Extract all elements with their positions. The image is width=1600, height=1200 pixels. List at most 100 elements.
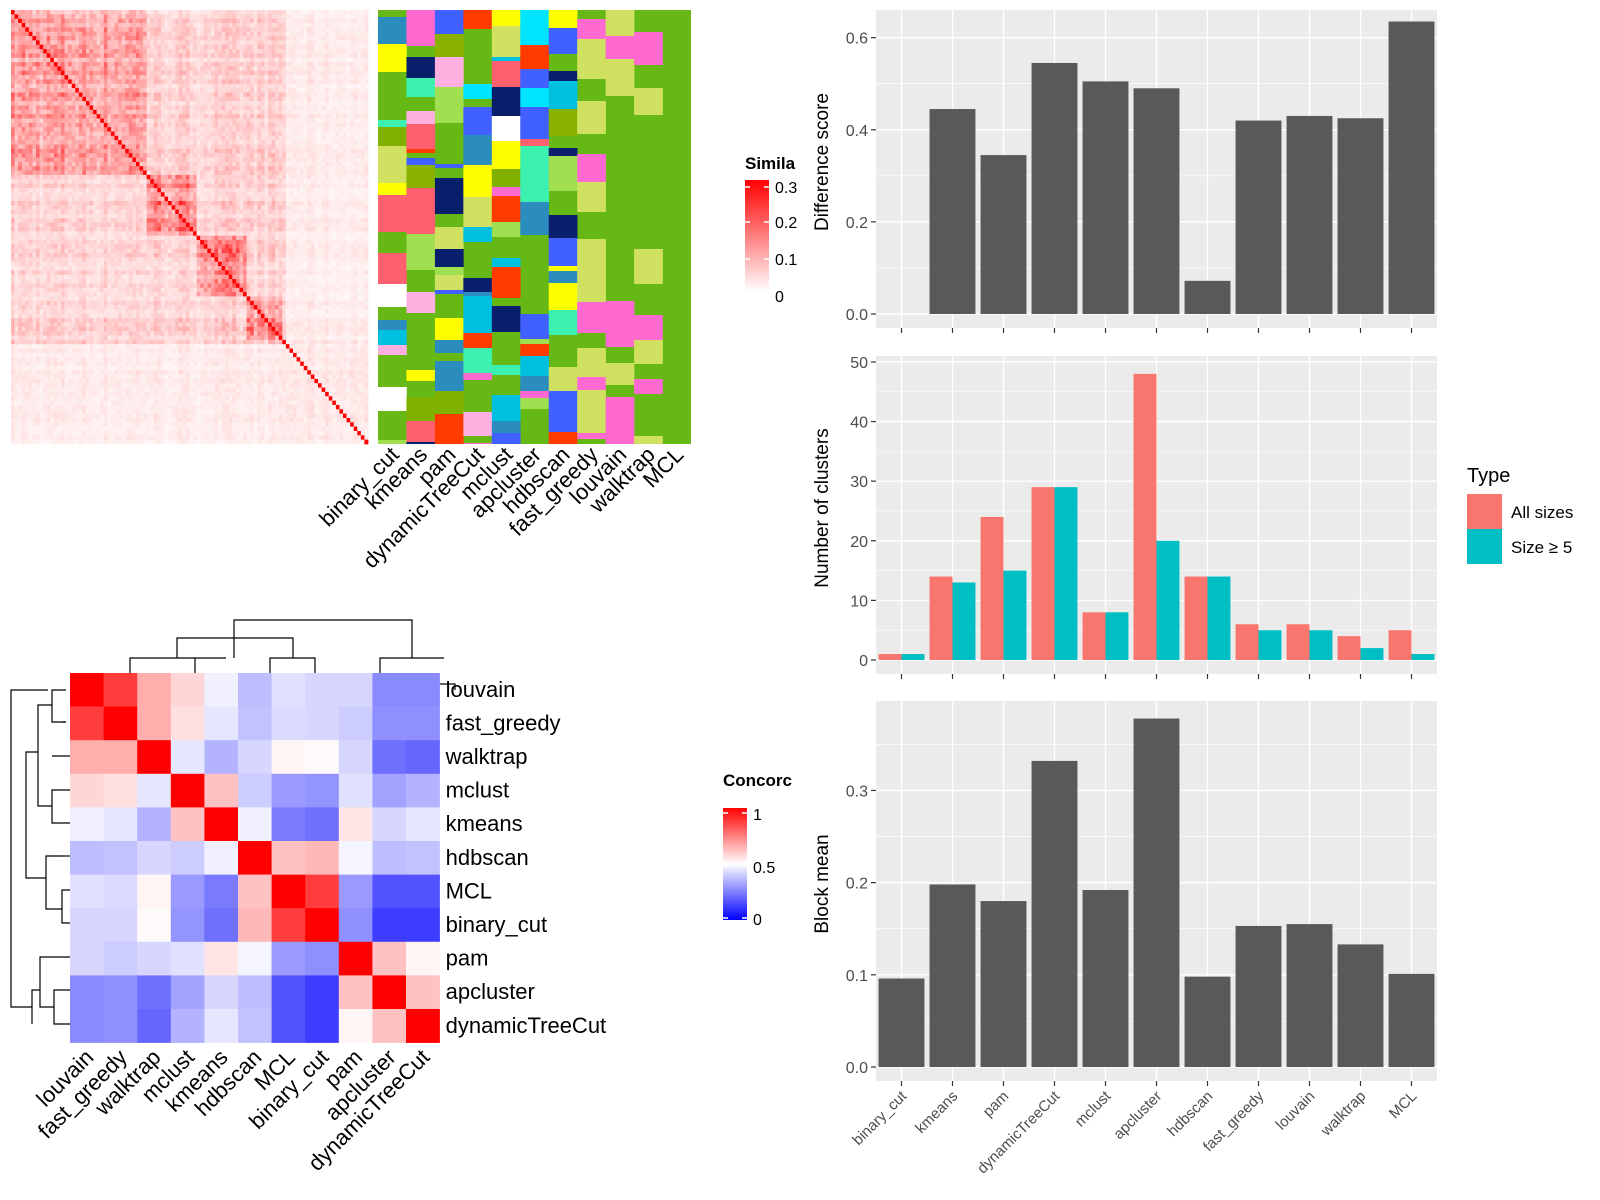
similarity-cell <box>114 62 119 67</box>
similarity-cell <box>275 222 280 228</box>
similarity-cell <box>228 83 233 89</box>
similarity-cell <box>68 31 73 37</box>
similarity-cell <box>21 18 26 24</box>
similarity-cell <box>160 205 165 211</box>
similarity-cell <box>157 153 162 158</box>
similarity-cell <box>339 218 344 224</box>
similarity-cell <box>125 183 130 189</box>
similarity-cell <box>157 170 162 176</box>
similarity-cell <box>107 192 112 198</box>
similarity-cell <box>32 79 37 85</box>
similarity-cell <box>78 183 83 189</box>
similarity-cell <box>207 31 212 37</box>
similarity-cell <box>89 200 94 206</box>
similarity-cell <box>100 187 105 193</box>
similarity-cell <box>225 66 230 72</box>
similarity-cell <box>53 27 58 33</box>
similarity-cell <box>243 44 248 50</box>
similarity-cell <box>214 161 219 167</box>
similarity-cell <box>60 83 65 89</box>
similarity-cell <box>293 109 297 115</box>
similarity-cell <box>150 23 155 28</box>
similarity-cell <box>135 131 140 137</box>
similarity-cell <box>268 222 273 228</box>
similarity-cell <box>135 209 140 215</box>
similarity-cell <box>364 109 369 115</box>
similarity-cell <box>118 36 123 41</box>
similarity-cell <box>203 57 208 63</box>
similarity-cell <box>310 170 315 176</box>
similarity-cell <box>82 131 87 137</box>
similarity-cell <box>207 213 212 219</box>
similarity-cell <box>353 101 358 106</box>
similarity-cell <box>214 200 219 206</box>
similarity-cell <box>110 27 115 33</box>
similarity-cell <box>100 205 105 211</box>
similarity-cell <box>93 79 98 85</box>
similarity-cell <box>28 23 33 28</box>
similarity-cell <box>103 153 108 158</box>
similarity-cell <box>43 174 48 180</box>
similarity-cell <box>185 23 190 28</box>
similarity-cell <box>135 187 140 193</box>
similarity-cell <box>50 114 55 119</box>
similarity-cell <box>135 161 140 167</box>
similarity-cell <box>53 18 58 24</box>
similarity-cell <box>282 144 287 150</box>
similarity-cell <box>178 127 183 132</box>
similarity-cell <box>328 196 333 202</box>
similarity-cell <box>18 127 23 132</box>
similarity-cell <box>335 144 340 150</box>
similarity-cell <box>328 166 333 171</box>
similarity-cell <box>314 161 319 167</box>
similarity-cell <box>160 122 165 128</box>
similarity-cell <box>128 174 133 180</box>
similarity-cell <box>78 96 83 102</box>
similarity-cell <box>25 174 30 180</box>
similarity-cell <box>235 70 240 76</box>
similarity-cell <box>139 131 144 137</box>
similarity-cell <box>93 222 98 228</box>
similarity-cell <box>125 166 130 171</box>
similarity-cell <box>178 62 183 67</box>
similarity-cell <box>28 153 33 158</box>
similarity-cell <box>25 83 30 89</box>
similarity-cell <box>189 109 194 115</box>
similarity-cell <box>93 118 98 124</box>
similarity-cell <box>253 135 258 141</box>
similarity-cell <box>232 222 237 228</box>
similarity-cell <box>339 127 344 132</box>
similarity-cell <box>93 18 98 24</box>
similarity-cell <box>225 183 230 189</box>
similarity-cell <box>325 183 330 189</box>
similarity-cell <box>200 127 205 132</box>
similarity-cell <box>232 200 237 206</box>
similarity-cell <box>221 170 226 176</box>
similarity-cell <box>189 183 194 189</box>
similarity-cell <box>160 166 165 171</box>
similarity-cell <box>303 23 308 28</box>
similarity-cell <box>175 79 180 85</box>
similarity-cell <box>132 10 137 15</box>
similarity-cell <box>214 131 219 137</box>
similarity-cell <box>271 157 276 163</box>
similarity-cell <box>14 114 19 119</box>
similarity-cell <box>68 53 73 59</box>
similarity-cell <box>218 14 223 20</box>
similarity-cell <box>289 218 294 224</box>
similarity-cell <box>343 213 347 219</box>
similarity-cell <box>246 179 251 184</box>
similarity-cell <box>68 27 73 33</box>
similarity-cell <box>310 44 315 50</box>
similarity-cell <box>35 62 40 67</box>
similarity-cell <box>232 122 237 128</box>
similarity-cell <box>203 118 208 124</box>
similarity-cell <box>239 18 244 24</box>
similarity-cell <box>264 18 269 24</box>
similarity-cell <box>353 118 358 124</box>
similarity-cell <box>32 153 37 158</box>
similarity-cell <box>114 144 119 150</box>
similarity-cell <box>82 205 87 211</box>
similarity-cell <box>203 153 208 158</box>
similarity-cell <box>25 23 30 28</box>
